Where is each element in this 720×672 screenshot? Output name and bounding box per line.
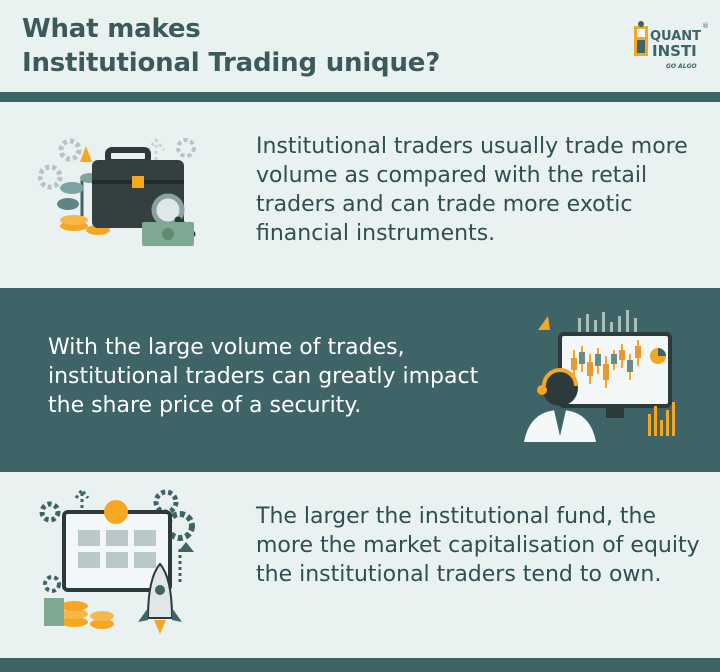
section-2-text: With the large volume of trades, institu… bbox=[48, 335, 479, 418]
svg-text:INSTI: INSTI bbox=[652, 42, 697, 60]
briefcase-icon bbox=[38, 137, 196, 246]
trader-monitor-icon bbox=[524, 310, 675, 442]
svg-text:®: ® bbox=[702, 22, 709, 30]
divider-stripe bbox=[0, 92, 720, 102]
page-title-line2: Institutional Trading unique? bbox=[22, 48, 441, 78]
svg-text:GO ALGO: GO ALGO bbox=[666, 63, 697, 70]
svg-text:QUANT: QUANT bbox=[650, 29, 701, 44]
quantinsti-logo-icon: QUANT INSTI ® GO ALGO bbox=[634, 21, 709, 70]
page-title: What makes Institutional Trading unique? bbox=[22, 12, 440, 80]
market-cap-icon bbox=[39, 487, 195, 634]
section-1-text: Institutional traders usually trade more… bbox=[256, 134, 688, 246]
footer-stripe bbox=[0, 658, 720, 672]
section-3-text: The larger the institutional fund, the m… bbox=[256, 504, 700, 587]
page-title-line1: What makes bbox=[22, 14, 201, 44]
header: What makes Institutional Trading unique?… bbox=[0, 0, 720, 92]
